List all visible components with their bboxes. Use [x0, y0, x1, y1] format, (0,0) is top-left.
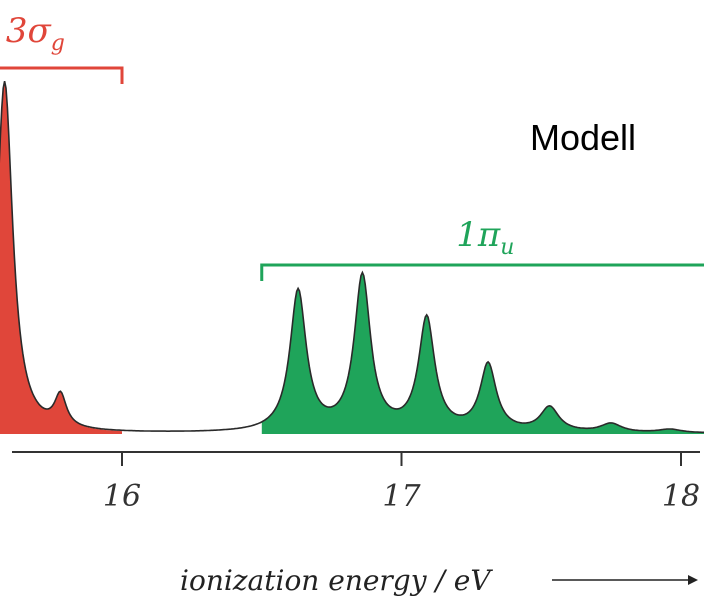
band-bracket-0: [0, 66, 124, 84]
band-fill-0: [0, 81, 122, 434]
x-tick-label-1: 17: [382, 479, 421, 514]
model-annotation: Modell: [530, 117, 636, 158]
band-groups: 3σg1πu2σu: [0, 11, 704, 281]
x-tick-label-0: 16: [103, 479, 141, 514]
arrow-right-icon: [552, 575, 698, 585]
spectrum-envelope-line: [0, 80, 704, 434]
x-axis-ticks: 1617181920: [103, 452, 700, 514]
peak-fills: [0, 81, 704, 434]
band-bracket-1: [260, 263, 704, 281]
x-tick-label-2: 18: [662, 479, 700, 514]
band-label-1: 1πu: [456, 215, 514, 260]
band-label-0: 3σg: [6, 11, 65, 56]
x-axis-label: ionization energy / eV: [180, 564, 493, 597]
band-fill-1: [261, 272, 704, 434]
